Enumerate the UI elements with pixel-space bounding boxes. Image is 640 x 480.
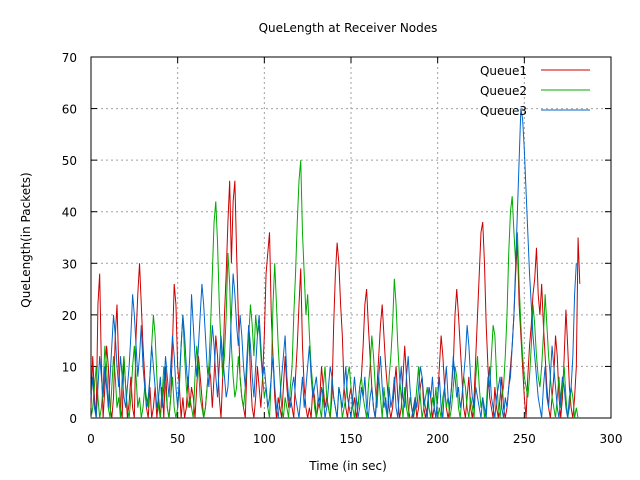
y-tick-label: 60 (62, 103, 77, 117)
legend-label: Queue1 (480, 64, 527, 78)
axis-ticks (90, 56, 612, 419)
x-tick-label: 100 (253, 432, 276, 446)
x-tick-label: 150 (340, 432, 363, 446)
series-line-queue1 (90, 180, 581, 419)
legend: Queue1 Queue2 Queue3 (480, 64, 590, 118)
legend-label: Queue3 (480, 104, 527, 118)
x-tick-label: 0 (87, 432, 95, 446)
x-tick-label: 250 (513, 432, 536, 446)
y-tick-label: 50 (62, 154, 77, 168)
y-tick-label: 40 (62, 206, 77, 220)
grid (91, 57, 611, 418)
series-lines (90, 108, 581, 419)
series-line-queue3 (90, 108, 577, 419)
y-tick-label: 70 (62, 51, 77, 65)
chart-title: QueLength at Receiver Nodes (259, 21, 438, 35)
y-tick-labels: 0 10 20 30 40 50 60 70 (62, 51, 77, 426)
x-tick-labels: 0 50 100 150 200 250 300 (87, 432, 622, 446)
y-axis-label: QueLength(in Packets) (19, 172, 33, 307)
x-tick-label: 50 (170, 432, 185, 446)
y-tick-label: 30 (62, 257, 77, 271)
y-tick-label: 20 (62, 309, 77, 323)
y-tick-label: 0 (69, 412, 77, 426)
y-tick-label: 10 (62, 360, 77, 374)
legend-label: Queue2 (480, 84, 527, 98)
x-tick-label: 200 (426, 432, 449, 446)
x-axis-label: Time (in sec) (308, 459, 387, 473)
x-tick-label: 300 (600, 432, 623, 446)
